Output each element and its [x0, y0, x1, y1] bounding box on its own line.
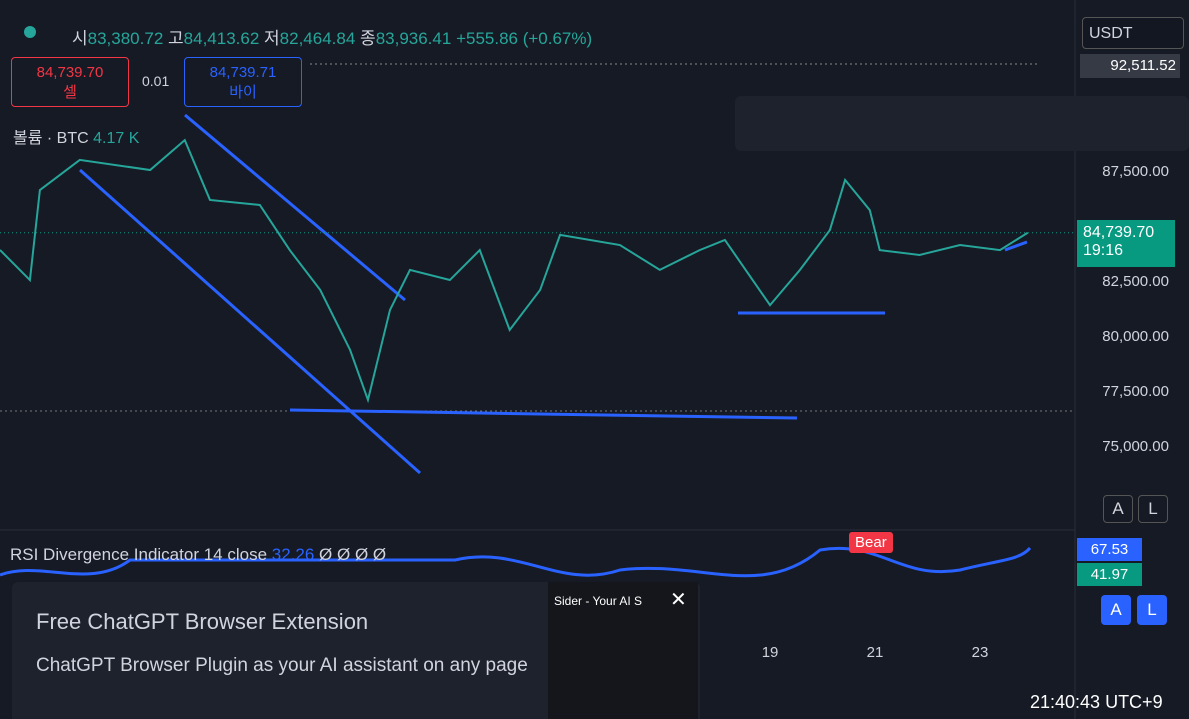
- x-tick-label: 19: [762, 644, 779, 661]
- volume-value: 4.17 K: [93, 130, 140, 147]
- last-price-box: 84,739.70 19:16: [1077, 220, 1175, 267]
- x-tick-label: 21: [867, 644, 884, 661]
- button-a[interactable]: A: [1101, 595, 1131, 625]
- value: 83,380.72: [87, 29, 164, 48]
- rsi-value: 32.26: [271, 545, 315, 564]
- bear-label: Bear: [849, 532, 893, 553]
- button-a[interactable]: A: [1103, 495, 1133, 523]
- label: 시: [72, 29, 88, 48]
- ad-caption: Sider - Your AI S: [554, 594, 643, 608]
- buy-price: 84,739.71: [209, 64, 277, 81]
- last-price: 84,739.70: [1083, 224, 1155, 241]
- ad-title: Free ChatGPT Browser Extension: [36, 609, 369, 634]
- x-tick-label: 23: [972, 644, 989, 661]
- sell-button[interactable]: 84,739.70 셀: [11, 57, 129, 107]
- label: 고: [168, 29, 184, 48]
- label: 종: [360, 29, 376, 48]
- ad-panel[interactable]: Free ChatGPT Browser Extension ChatGPT B…: [12, 582, 700, 719]
- sell-label: 셀: [63, 84, 77, 101]
- button-l[interactable]: L: [1137, 595, 1167, 625]
- buy-label: 바이: [229, 84, 257, 101]
- volume-label: 볼륨 · BTC: [13, 130, 89, 147]
- y-tick-label: 82,500.00: [1102, 273, 1169, 290]
- value: 82,464.84: [279, 29, 356, 48]
- rsi-lower: 41.97: [1077, 563, 1142, 586]
- buy-button[interactable]: 84,739.71 바이: [184, 57, 302, 107]
- value: 83,936.41: [375, 29, 452, 48]
- currency-select[interactable]: USDT: [1082, 17, 1184, 49]
- status-dot: [24, 26, 36, 38]
- y-tick-label: 77,500.00: [1102, 383, 1169, 400]
- label: 저: [264, 29, 280, 48]
- sell-price: 84,739.70: [36, 64, 104, 81]
- y-tick-label: 87,500.00: [1102, 163, 1169, 180]
- value: 84,413.62: [183, 29, 260, 48]
- drawing-toolbar[interactable]: [735, 96, 1189, 151]
- rsi-line: [0, 546, 1032, 578]
- change: +555.86 (+0.67%): [456, 29, 593, 48]
- rsi-flags: Ø Ø Ø Ø: [319, 545, 387, 564]
- ohlc: 시83,380.72 고84,413.62 저82,464.84 종83,936…: [72, 24, 592, 49]
- rsi-title: RSI Divergence Indicator 14 close: [10, 545, 268, 564]
- y-tick-label: 75,000.00: [1102, 438, 1169, 455]
- price-line: [0, 138, 1029, 404]
- rsi-upper: 67.53: [1077, 538, 1142, 561]
- y-tick-label: 80,000.00: [1102, 328, 1169, 345]
- ad-body: ChatGPT Browser Plugin as your AI assist…: [36, 655, 528, 676]
- ad-image: Sider - Your AI S: [548, 582, 698, 719]
- volume: 볼륨 · BTC 4.17 K: [13, 124, 139, 148]
- quantity: 0.01: [142, 73, 170, 89]
- drawings: [79, 113, 1028, 475]
- clock: 21:40:43 UTC+9: [1030, 692, 1163, 712]
- rsi-legend: RSI Divergence Indicator 14 close 32.26 …: [10, 545, 386, 565]
- close-button[interactable]: ✕: [670, 589, 687, 611]
- crosshair-price: 92,511.52: [1080, 54, 1180, 78]
- countdown: 19:16: [1083, 242, 1124, 259]
- button-l[interactable]: L: [1138, 495, 1168, 523]
